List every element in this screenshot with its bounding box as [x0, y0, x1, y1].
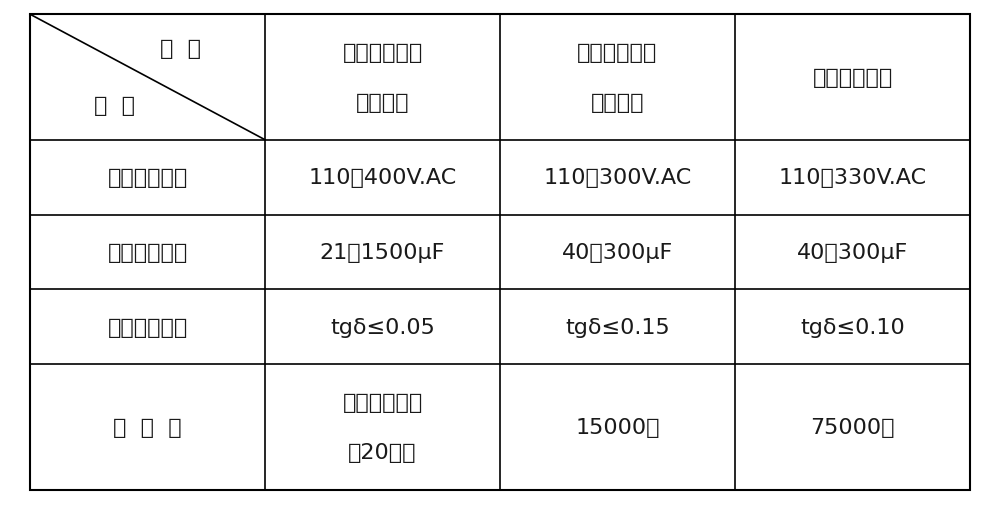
Text: 110～300V.AC: 110～300V.AC: [543, 168, 692, 188]
Text: 液电容器: 液电容器: [356, 93, 409, 113]
Text: 工作电压范围: 工作电压范围: [107, 168, 188, 188]
Text: 75000次: 75000次: [810, 417, 895, 437]
Text: tgδ≤0.10: tgδ≤0.10: [800, 317, 905, 337]
Text: 15000次: 15000次: [575, 417, 660, 437]
Text: 液电容器: 液电容器: [591, 93, 644, 113]
Text: 国外同类产品: 国外同类产品: [812, 68, 893, 88]
Text: 40～300μF: 40～300μF: [797, 242, 908, 263]
Text: 标称容量范围: 标称容量范围: [107, 242, 188, 263]
Text: 指  标: 指 标: [160, 39, 201, 59]
Text: 动20万次: 动20万次: [348, 442, 417, 462]
Text: 21～1500μF: 21～1500μF: [320, 242, 445, 263]
Text: tgδ≤0.15: tgδ≤0.15: [565, 317, 670, 337]
Text: 110～400V.AC: 110～400V.AC: [308, 168, 457, 188]
Text: 损耗角正切值: 损耗角正切值: [107, 317, 188, 337]
Text: 耐  久  性: 耐 久 性: [113, 417, 182, 437]
Text: 110～330V.AC: 110～330V.AC: [778, 168, 927, 188]
Text: 本发明的电解: 本发明的电解: [342, 43, 423, 63]
Text: tgδ≤0.05: tgδ≤0.05: [330, 317, 435, 337]
Text: 40～300μF: 40～300μF: [562, 242, 673, 263]
Text: 连续无故障起: 连续无故障起: [342, 392, 423, 412]
Text: 项  目: 项 目: [94, 95, 135, 115]
Text: 国内现有电解: 国内现有电解: [577, 43, 658, 63]
